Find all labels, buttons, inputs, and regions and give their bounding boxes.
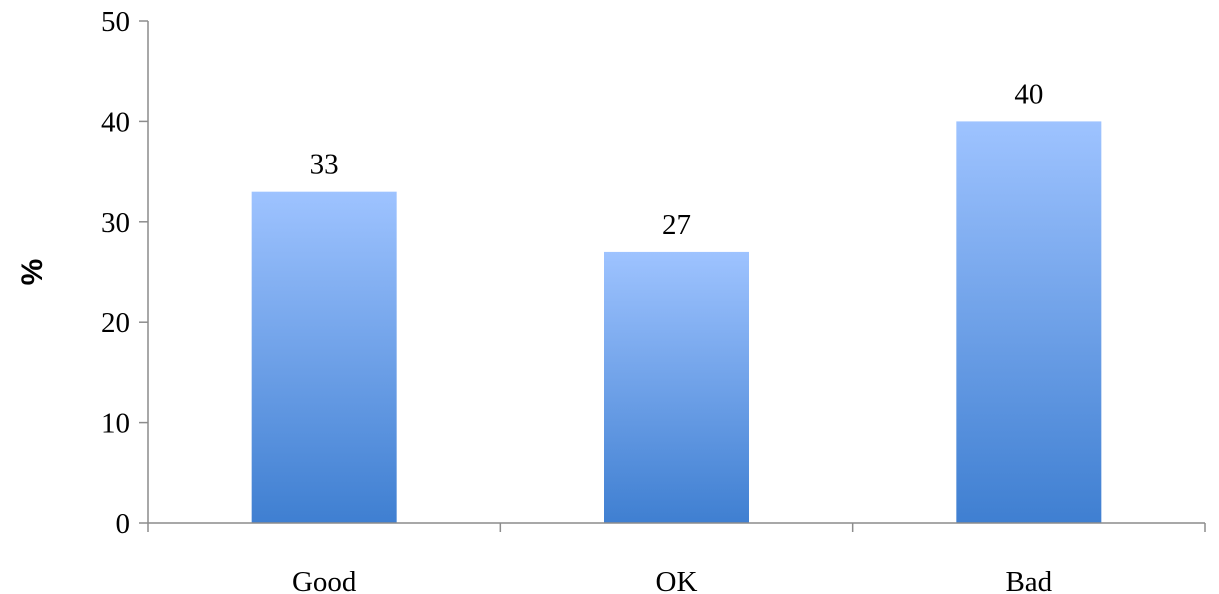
y-tick-label: 50 (101, 6, 130, 38)
data-label-bad: 40 (1014, 78, 1043, 110)
data-label-ok: 27 (662, 209, 691, 241)
y-axis-title: % (16, 259, 49, 286)
x-tick-label-bad: Bad (1005, 566, 1052, 594)
y-tick-label: 10 (101, 408, 130, 440)
y-axis-ticks: 0 10 20 30 40 50 (101, 6, 148, 540)
y-tick-label: 40 (101, 106, 130, 138)
bar-bad (956, 121, 1102, 524)
data-labels: 33 27 40 (310, 78, 1044, 241)
y-tick-label: 20 (101, 307, 130, 339)
x-axis-ticks: Good OK Bad (147, 523, 1206, 594)
bar-good (251, 191, 397, 523)
bars (251, 121, 1102, 524)
y-tick-label: 0 (116, 508, 131, 540)
y-tick-label: 30 (101, 207, 130, 239)
bar-ok (604, 251, 749, 524)
x-tick-label-ok: OK (656, 566, 698, 594)
x-tick-label-good: Good (292, 566, 357, 594)
data-label-good: 33 (310, 149, 339, 181)
